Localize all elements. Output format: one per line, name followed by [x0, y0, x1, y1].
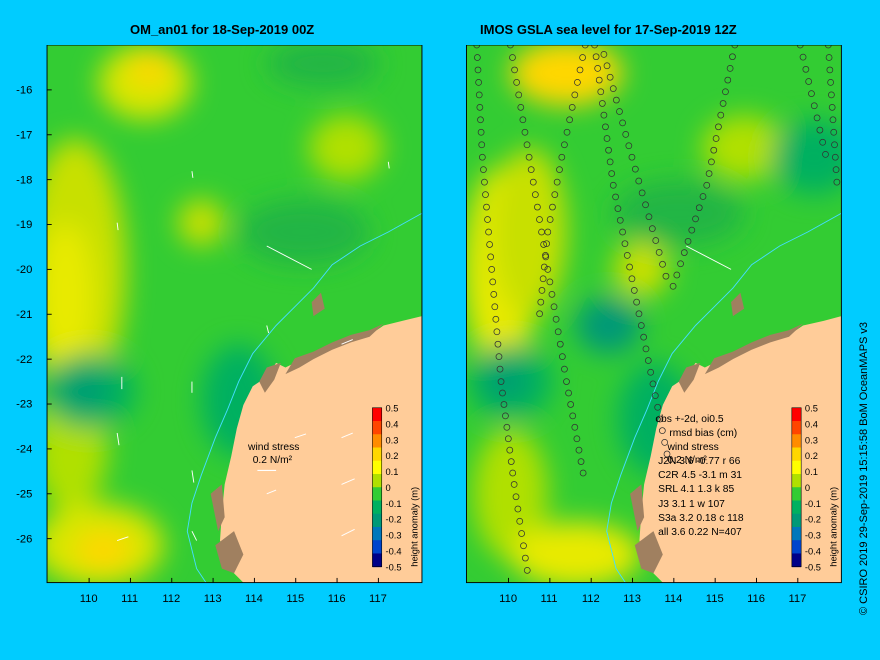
colorbar-tick-label: 0.2 [385, 451, 398, 461]
lon-tick-label: 113 [204, 593, 222, 605]
right-map-title: IMOS GSLA sea level for 17-Sep-2019 12Z [480, 22, 737, 37]
colorbar-tick-label: 0 [385, 483, 390, 493]
colorbar-tick-label: -0.5 [805, 562, 821, 572]
lon-tick-label: 113 [623, 593, 641, 605]
colorbar-tick-label: 0.1 [385, 467, 398, 477]
left-map-title: OM_an01 for 18-Sep-2019 00Z [130, 22, 315, 37]
lon-tick-label: 110 [80, 593, 98, 605]
lon-tick-label: 116 [747, 593, 765, 605]
lon-tick-label: 117 [788, 593, 806, 605]
colorbar-tick-label: -0.4 [805, 547, 821, 557]
lon-tick-label: 114 [664, 593, 682, 605]
colorbar-swatch [791, 460, 802, 475]
lon-tick-label: 111 [121, 593, 138, 605]
colorbar-swatch [791, 553, 802, 568]
colorbar-swatch [791, 487, 802, 501]
svg-text:obs +-2d, oi0.5: obs +-2d, oi0.5 [655, 414, 723, 425]
svg-text:J2N 3.6 -0.77 r 66: J2N 3.6 -0.77 r 66 [658, 456, 740, 467]
colorbar-tick-label: 0.2 [805, 451, 818, 461]
left-colorbar: 0.5 0.4 0.3 0.2 0.1 0 -0.1 -0.2 -0.3 -0.4 -0.5 heig… [372, 404, 419, 572]
lat-tick-label: -22 [16, 354, 32, 366]
lon-tick-label: 111 [541, 593, 558, 605]
colorbar-tick-label: -0.2 [805, 515, 821, 525]
colorbar-swatch [372, 473, 382, 488]
lat-tick-label: -26 [16, 533, 32, 545]
colorbar-tick-label: -0.1 [805, 499, 821, 509]
colorbar-swatch [791, 513, 802, 528]
lat-tick-label: -19 [16, 219, 32, 231]
satellite-altimetry-tracks [473, 45, 841, 574]
svg-text:SRL 4.1 1.3 k 85: SRL 4.1 1.3 k 85 [658, 484, 734, 495]
obs-stats-legend: obs +-2d, oi0.5 rmsd bias (cm) J2N 3.6 -… [655, 414, 744, 538]
colorbar-tick-label: 0.4 [385, 419, 398, 429]
right-colorbar: 0.5 0.4 0.3 0.2 0.1 0 -0.1 -0.2 -0.3 -0.4 -0.5 heig… [791, 404, 839, 572]
lat-tick-label: -25 [16, 489, 32, 501]
svg-text:S3a 3.2 0.18 c 118: S3a 3.2 0.18 c 118 [658, 513, 744, 524]
colorbar-label: height anomaly (m) [409, 487, 419, 567]
lat-tick-label: -17 [16, 129, 32, 141]
colorbar-swatch [372, 513, 382, 528]
lon-tick-label: 115 [286, 593, 304, 605]
lon-tick-label: 112 [582, 593, 600, 605]
lat-tick-label: -24 [16, 444, 32, 456]
colorbar-swatch [791, 500, 802, 515]
colorbar-swatch [372, 487, 382, 501]
colorbar-swatch [791, 540, 802, 554]
credit-line: © CSIRO 2019 29-Sep-2019 15:15:58 BoM Oc… [858, 321, 870, 615]
lat-tick-label: -21 [16, 309, 32, 321]
right-lon-axis: 110 111 112 113 114 115 116 117 [499, 577, 806, 605]
right-map-panel: 110 111 112 113 114 115 116 117 obs +-2d, oi0.5… [465, 45, 842, 605]
colorbar-swatch [372, 500, 382, 515]
colorbar-tick-label: -0.3 [385, 531, 401, 541]
colorbar-swatch [791, 421, 802, 435]
svg-text:C2R 4.5 -3.1 m 31: C2R 4.5 -3.1 m 31 [658, 470, 742, 481]
colorbar-swatch [372, 407, 382, 422]
colorbar-swatch [791, 473, 802, 488]
left-map-panel: -16 -17 -18 -19 -20 -21 -22 -23 -24 -25 -26 110 111… [16, 45, 423, 605]
svg-text:J3 3.1 1 w 107: J3 3.1 1 w 107 [658, 499, 725, 510]
colorbar-tick-label: -0.1 [385, 499, 401, 509]
colorbar-swatch [791, 434, 802, 448]
lat-tick-label: -18 [16, 174, 32, 186]
lon-tick-label: 117 [369, 593, 387, 605]
colorbar-swatch [372, 526, 382, 541]
colorbar-swatch [791, 526, 802, 541]
colorbar-swatch [372, 447, 382, 462]
colorbar-tick-label: -0.3 [805, 531, 821, 541]
colorbar-tick-label: 0.5 [805, 404, 818, 414]
svg-text:all 3.6 0.22 N=407: all 3.6 0.22 N=407 [658, 527, 742, 538]
svg-text:wind stress: wind stress [666, 442, 718, 453]
colorbar-tick-label: 0.5 [385, 404, 398, 414]
svg-text:rmsd bias (cm): rmsd bias (cm) [669, 428, 737, 439]
colorbar-swatch [791, 407, 802, 422]
colorbar-swatch [372, 553, 382, 568]
colorbar-swatch [372, 460, 382, 475]
lon-tick-label: 112 [162, 593, 180, 605]
wind-stress-label: wind stress [247, 442, 299, 453]
colorbar-tick-label: 0.3 [805, 435, 818, 445]
colorbar-tick-label: -0.4 [385, 547, 401, 557]
colorbar-tick-label: 0.1 [805, 467, 818, 477]
svg-text:0.2 N/m²: 0.2 N/m² [667, 455, 707, 466]
lat-tick-label: -20 [16, 264, 32, 276]
lat-tick-label: -23 [16, 399, 32, 411]
lon-tick-label: 114 [245, 593, 263, 605]
lon-tick-label: 115 [706, 593, 724, 605]
lon-tick-label: 110 [499, 593, 517, 605]
left-lat-axis: -16 -17 -18 -19 -20 -21 -22 -23 -24 -25 -26 [16, 85, 52, 545]
colorbar-swatch [372, 421, 382, 435]
colorbar-label: height anomaly (m) [829, 487, 839, 567]
colorbar-swatch [791, 447, 802, 462]
colorbar-tick-label: 0.3 [385, 435, 398, 445]
left-lon-axis: 110 111 112 113 114 115 116 117 [80, 577, 387, 605]
lat-tick-label: -16 [16, 85, 32, 97]
colorbar-swatch [372, 540, 382, 554]
colorbar-tick-label: -0.5 [385, 562, 401, 572]
colorbar-tick-label: 0.4 [805, 419, 818, 429]
colorbar-swatch [372, 434, 382, 448]
colorbar-tick-label: 0 [805, 483, 810, 493]
colorbar-tick-label: -0.2 [385, 515, 401, 525]
lon-tick-label: 116 [328, 593, 346, 605]
wind-stress-value: 0.2 N/m² [253, 455, 293, 466]
